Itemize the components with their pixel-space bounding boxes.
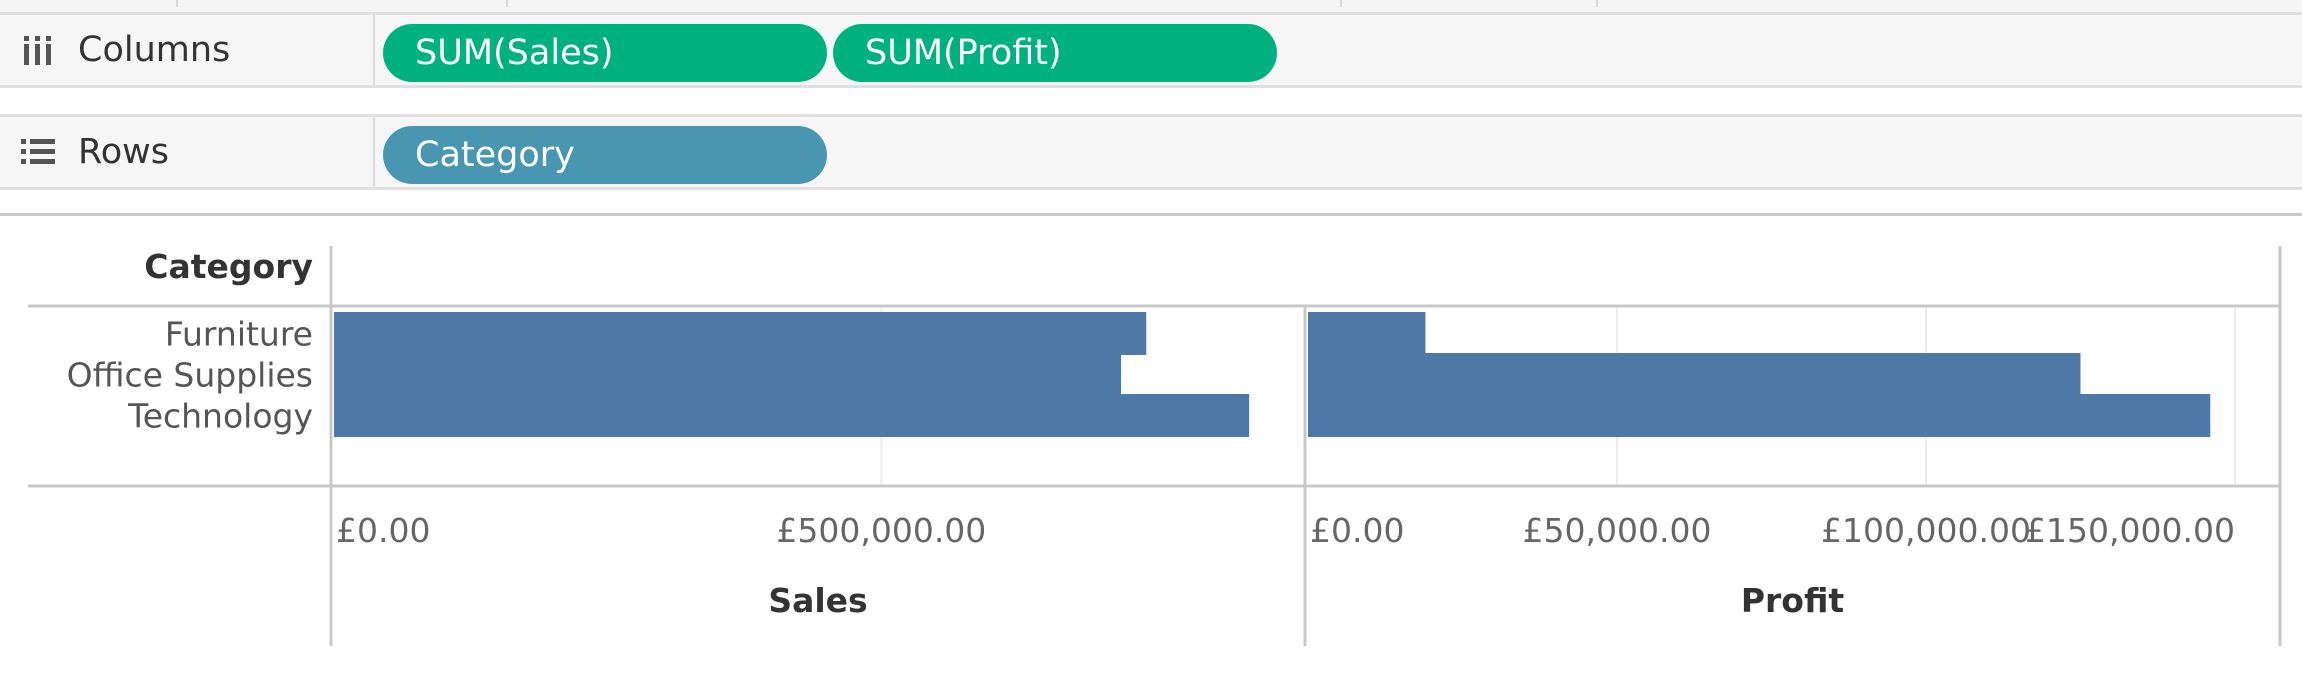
pill-sum-profit[interactable]: SUM(Profit): [833, 24, 1277, 82]
columns-icon: [20, 32, 56, 68]
tick-label: £500,000.00: [776, 511, 986, 550]
row-header-category: Category: [144, 247, 313, 286]
divider: [1340, 0, 1342, 7]
pill-category[interactable]: Category: [383, 126, 827, 184]
axis-title-sales: Sales: [768, 581, 867, 620]
bar-sales-furniture: [334, 312, 1147, 355]
pill-sum-sales[interactable]: SUM(Sales): [383, 24, 827, 82]
tick-label: £150,000.00: [2025, 511, 2235, 550]
category-label: Furniture: [165, 315, 313, 354]
view-area: Category Furniture Office Supplies Technolo…: [0, 213, 2302, 677]
bar-sales-office-supplies: [334, 353, 1122, 396]
bar-profit-furniture: [1308, 312, 1426, 355]
tick-label: £0.00: [1310, 511, 1404, 550]
divider: [176, 0, 178, 7]
category-label: Technology: [127, 397, 313, 436]
tick-label: £50,000.00: [1523, 511, 1712, 550]
columns-shelf-name: Columns: [78, 30, 231, 70]
axis-title-profit: Profit: [1741, 581, 1845, 620]
columns-shelf[interactable]: Columns SUM(Sales) SUM(Profit): [0, 12, 2302, 88]
divider: [1596, 0, 1598, 7]
rows-icon: [20, 134, 56, 170]
rows-shelf[interactable]: Rows Category: [0, 114, 2302, 190]
rows-shelf-name: Rows: [78, 132, 170, 172]
tick-label: £0.00: [336, 511, 430, 550]
bar-profit-technology: [1308, 394, 2211, 437]
bar-profit-office-supplies: [1308, 353, 2081, 396]
rows-shelf-label: Rows: [0, 117, 375, 187]
divider: [506, 0, 508, 7]
tick-label: £100,000.00: [1821, 511, 2031, 550]
bar-sales-technology: [334, 394, 1250, 437]
category-label: Office Supplies: [67, 356, 313, 395]
columns-shelf-label: Columns: [0, 15, 375, 85]
